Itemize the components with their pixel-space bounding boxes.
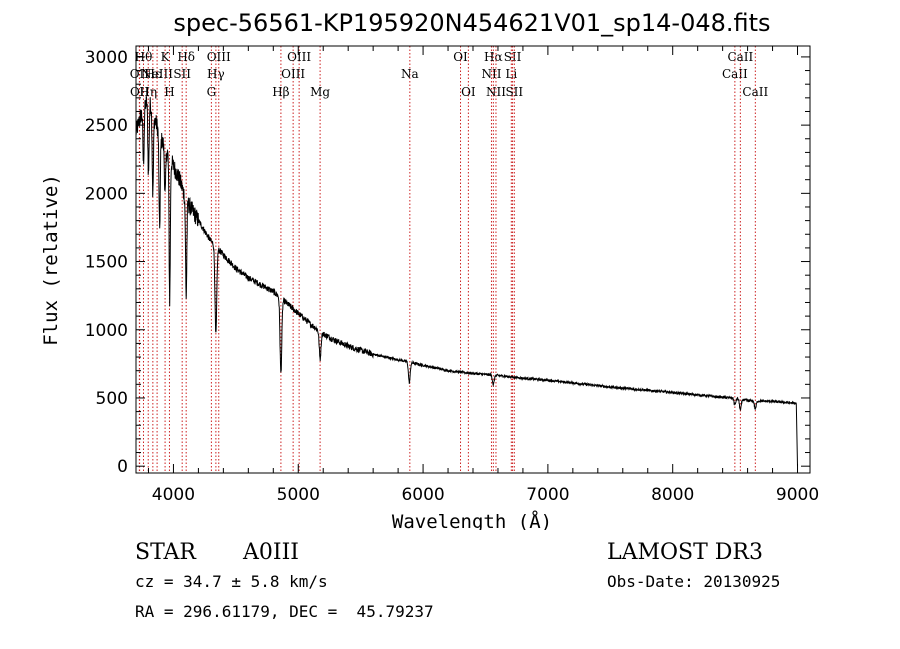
axis-ticks: 4000 5000 6000 7000 8000 9000 0 500 1000 1500 2000… <box>85 46 819 505</box>
redshift-readout: cz = 34.7 ± 5.8 km/s <box>135 572 328 591</box>
y-tick-label: 0 <box>117 457 128 477</box>
line-marker-label: G <box>207 85 217 99</box>
y-tick-label: 2500 <box>85 116 128 136</box>
line-marker-label: Hγ <box>207 67 225 81</box>
x-tick-label: 7000 <box>526 485 569 505</box>
line-marker-label: OI <box>461 85 476 99</box>
x-tick-label: 4000 <box>152 485 195 505</box>
spectrum-chart: spec-56561-KP195920N454621V01_sp14-048.f… <box>0 0 900 530</box>
line-marker-label: Hδ <box>177 50 195 64</box>
y-axis-label: Flux (relative) <box>40 174 62 346</box>
line-marker-label: Hβ <box>272 85 289 99</box>
line-marker-label: Na <box>401 67 419 81</box>
spectrum-series <box>136 96 798 466</box>
object-class: STAR <box>135 540 196 565</box>
line-marker-label: H <box>164 85 174 99</box>
line-marker-label: OIII <box>281 67 305 81</box>
line-marker-label: CaII <box>727 50 753 64</box>
line-marker-label: CaII <box>742 85 768 99</box>
line-marker-label: SII <box>173 67 191 81</box>
line-marker-label: Li <box>505 67 517 81</box>
x-axis-label: Wavelength (Å) <box>392 510 552 530</box>
coordinates: RA = 296.61179, DEC = 45.79237 <box>135 602 434 621</box>
object-subclass: A0III <box>243 540 299 565</box>
line-marker-label: Hη <box>139 85 157 99</box>
line-marker-label: Hα <box>484 50 503 64</box>
y-tick-label: 1000 <box>85 321 128 341</box>
y-tick-label: 2000 <box>85 184 128 204</box>
x-tick-label: 5000 <box>277 485 320 505</box>
x-tick-label: 8000 <box>651 485 694 505</box>
line-marker-label: OIII <box>207 50 231 64</box>
y-tick-label: 500 <box>96 389 128 409</box>
line-marker-label: Mg <box>310 85 330 99</box>
line-marker-label: CaII <box>722 67 748 81</box>
line-marker-label: SII <box>505 85 523 99</box>
line-marker-label: NII <box>486 85 506 99</box>
y-tick-label: 1500 <box>85 253 128 273</box>
line-marker-label: SII <box>504 50 522 64</box>
x-tick-label: 6000 <box>401 485 444 505</box>
obs-date: Obs-Date: 20130925 <box>607 572 780 591</box>
plot-frame <box>136 46 810 473</box>
x-tick-label: 9000 <box>776 485 819 505</box>
line-marker-label: NeIII <box>141 67 173 81</box>
line-marker-label: OI <box>453 50 468 64</box>
y-tick-label: 3000 <box>85 48 128 68</box>
line-marker-label: OIII <box>287 50 311 64</box>
survey-name: LAMOST DR3 <box>607 540 763 565</box>
chart-title: spec-56561-KP195920N454621V01_sp14-048.f… <box>173 9 770 37</box>
line-marker-label: NII <box>481 67 501 81</box>
spectrum-line <box>136 96 798 466</box>
